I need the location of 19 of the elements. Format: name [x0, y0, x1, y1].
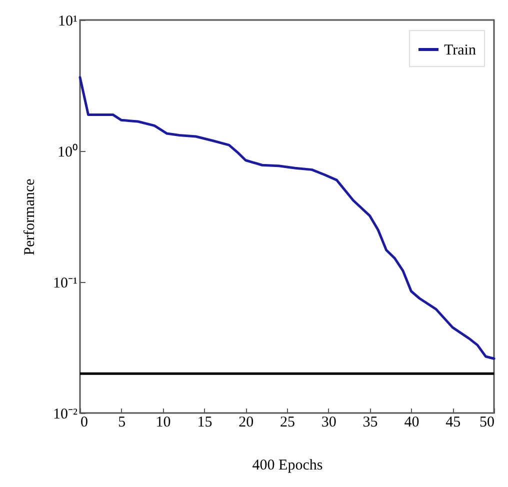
- y-tick-label: 10¹: [58, 14, 78, 30]
- y-tick-label: 10⁰: [58, 144, 78, 160]
- x-tick-label: 15: [197, 414, 212, 430]
- x-tick-label: 45: [446, 414, 461, 430]
- x-tick-label: 35: [362, 414, 378, 430]
- y-tick-label: 10⁻¹: [53, 276, 78, 292]
- y-axis-title: Performance: [22, 178, 38, 256]
- x-tick-label: 25: [280, 414, 295, 430]
- x-tick-label: 30: [321, 414, 336, 430]
- line-series: [78, 76, 496, 360]
- x-tick-label: 40: [404, 414, 420, 430]
- x-axis-title: 400 Epochs: [252, 458, 323, 474]
- legend-label: Train: [444, 42, 476, 58]
- x-tick-label: 20: [238, 414, 254, 430]
- x-tick-label: 5: [118, 414, 126, 430]
- x-tick-label: 50: [480, 414, 494, 430]
- x-tick-label: 0: [80, 414, 88, 430]
- y-tick-label: 10⁻²: [53, 406, 78, 422]
- x-tick-label: 10: [156, 414, 171, 430]
